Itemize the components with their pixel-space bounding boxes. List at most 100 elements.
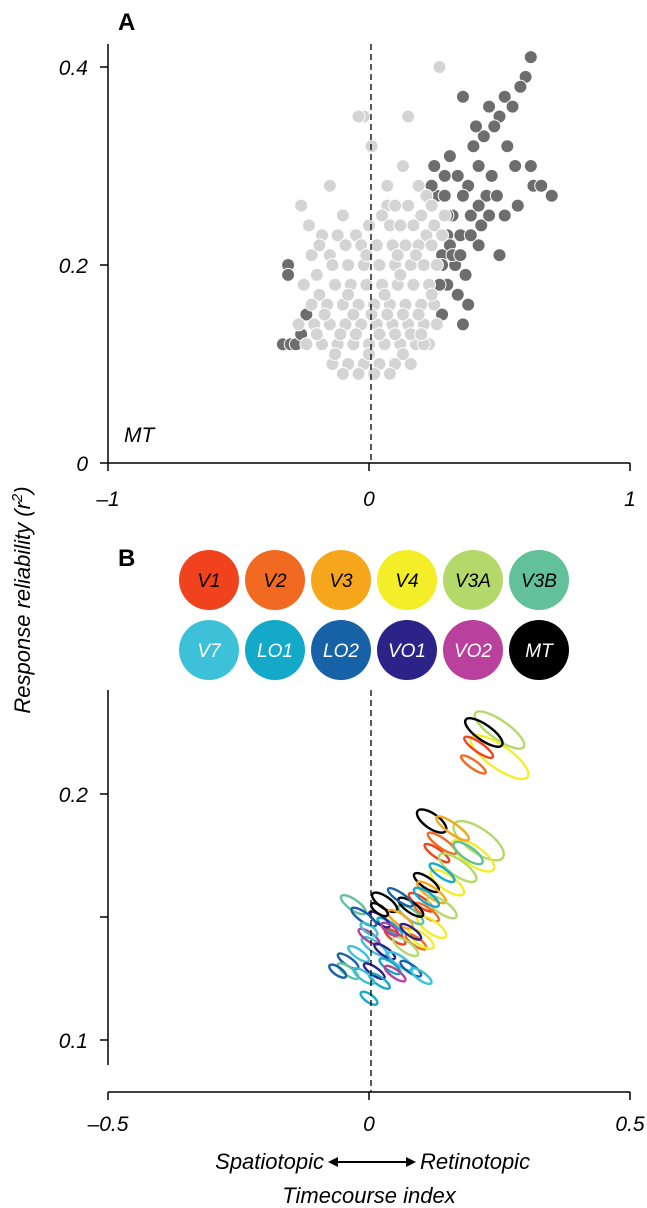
ellipse-v7	[359, 921, 379, 938]
legend-swatch	[311, 620, 371, 680]
double-arrow-icon	[328, 1157, 416, 1167]
scatter-point-light	[435, 228, 450, 243]
legend-item-v3b: V3B	[509, 550, 569, 610]
scatter-point-light	[351, 366, 366, 381]
scatter-point-light	[333, 327, 348, 342]
scatter-point-light	[406, 277, 421, 292]
scatter-point-light	[301, 218, 316, 233]
scatter-point-dark	[450, 287, 465, 302]
scatter-point-light	[414, 208, 429, 223]
scatter-point-light	[299, 337, 314, 352]
ellipse-v3a	[391, 935, 420, 958]
ellipse-v3a	[437, 852, 478, 884]
ellipse-lo1	[412, 886, 441, 909]
scatter-point-light	[411, 178, 426, 193]
legend-item-v3a: V3A	[443, 550, 503, 610]
x-axis-title: Timecourse index	[282, 1183, 456, 1208]
legend-label: VO2	[454, 641, 492, 662]
ellipse-mt	[397, 896, 425, 918]
scatter-point-light	[401, 198, 416, 213]
scatter-point-light	[427, 218, 442, 233]
legend-swatch	[377, 620, 437, 680]
scatter-point-light	[424, 198, 439, 213]
legend-swatch	[377, 550, 437, 610]
scatter-point-dark	[482, 99, 497, 114]
ellipse-lo1	[359, 990, 379, 1006]
legend-item-v7: V7	[179, 620, 239, 680]
scatter-point-light	[296, 277, 311, 292]
legend-item-lo2: LO2	[311, 620, 371, 680]
legend-swatch	[509, 550, 569, 610]
scatter-point-light	[362, 347, 376, 362]
scatter-point-dark	[450, 168, 465, 183]
scatter-point-dark	[455, 188, 470, 203]
legend-swatch	[509, 620, 569, 680]
scatter-point-light	[429, 258, 444, 272]
ellipse-v3	[434, 815, 471, 842]
scatter-point-dark	[471, 159, 486, 173]
scatter-point-light	[424, 238, 439, 253]
ellipse-v3a	[473, 710, 526, 750]
scatter-point-light	[348, 327, 363, 342]
scatter-point-dark	[505, 99, 520, 114]
scatter-point-dark	[544, 188, 559, 203]
legend-label: LO1	[257, 641, 293, 662]
ellipse-lo1	[428, 862, 456, 884]
scatter-point-dark	[534, 178, 549, 193]
legend-label: V1	[197, 571, 220, 592]
spatiotopic-label: Spatiotopic	[215, 1149, 324, 1174]
y-tick-label: 0.1	[59, 1030, 88, 1053]
x-tick-label: 1	[624, 488, 636, 511]
legend-swatch	[179, 620, 239, 680]
legend-label: V4	[395, 571, 418, 592]
scatter-point-light	[432, 60, 447, 74]
ellipse-v3b	[452, 840, 484, 866]
scatter-point-light	[304, 297, 319, 312]
panel-b-ticks: –0.5 0 0.5 0.1 0.2	[59, 784, 645, 1136]
scatter-point-dark	[463, 208, 478, 223]
scatter-point-dark	[471, 238, 486, 253]
scatter-point-dark	[492, 248, 507, 263]
ellipse-lo2	[399, 959, 423, 978]
scatter-point-light	[408, 248, 423, 263]
scatter-point-light	[380, 307, 395, 322]
scatter-point-light	[304, 248, 319, 263]
legend-swatch	[443, 550, 503, 610]
scatter-point-light	[341, 258, 356, 272]
scatter-point-light	[437, 208, 452, 223]
ellipse-v4	[451, 838, 496, 873]
scatter-point-light	[388, 327, 403, 342]
panel-b: B V1 V2 V3 V4 V3A V3B V7 LO1 LO2 VO1 VO2 MT –0.5 0 0.…	[59, 545, 645, 1136]
scatter-point-light	[375, 208, 390, 223]
panel-b-label: B	[118, 545, 135, 572]
ellipse-vo1	[399, 922, 423, 941]
panel-a: A –1 0 1 0 0.2 0.4 MT	[59, 9, 636, 511]
scatter-point-dark	[463, 228, 478, 243]
scatter-point-light	[317, 307, 332, 322]
scatter-point-dark	[442, 149, 457, 164]
scatter-point-dark	[469, 119, 484, 134]
scatter-point-dark	[437, 168, 452, 183]
scatter-point-light	[325, 258, 340, 272]
legend-swatch	[245, 550, 305, 610]
legend-item-lo1: LO1	[245, 620, 305, 680]
scatter-point-dark	[482, 208, 497, 223]
scatter-point-light	[414, 327, 429, 342]
scatter-point-dark	[458, 267, 473, 282]
ellipse-v3a	[426, 894, 458, 920]
scatter-point-light	[335, 366, 350, 381]
scatter-point-light	[291, 317, 306, 332]
scatter-point-dark	[461, 297, 476, 312]
scatter-point-light	[341, 287, 356, 302]
scatter-point-light	[411, 307, 426, 322]
scatter-point-light	[372, 258, 387, 272]
ellipse-v2	[459, 754, 487, 775]
legend-label: MT	[525, 641, 554, 662]
scatter-point-light	[393, 267, 408, 282]
x-tick-label: 0	[363, 488, 375, 511]
panel-b-ellipses	[328, 710, 530, 1006]
ellipse-lo2	[328, 963, 348, 979]
legend-item-mt: MT	[509, 620, 569, 680]
ellipse-v4	[407, 928, 435, 951]
